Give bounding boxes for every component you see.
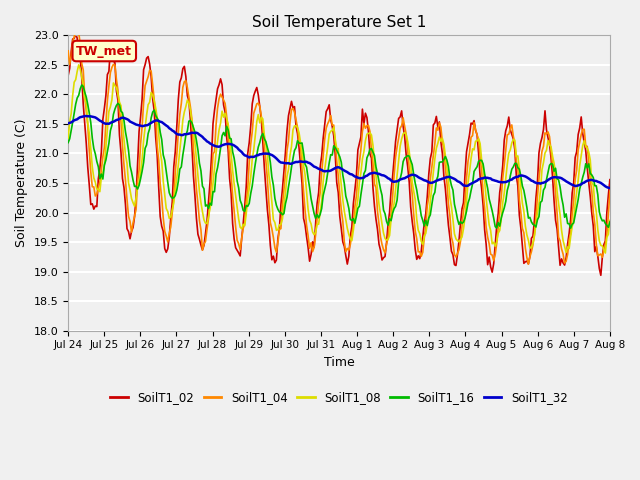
Legend: SoilT1_02, SoilT1_04, SoilT1_08, SoilT1_16, SoilT1_32: SoilT1_02, SoilT1_04, SoilT1_08, SoilT1_…	[106, 387, 572, 409]
Y-axis label: Soil Temperature (C): Soil Temperature (C)	[15, 119, 28, 247]
Title: Soil Temperature Set 1: Soil Temperature Set 1	[252, 15, 426, 30]
X-axis label: Time: Time	[324, 356, 355, 369]
Text: TW_met: TW_met	[76, 45, 132, 58]
